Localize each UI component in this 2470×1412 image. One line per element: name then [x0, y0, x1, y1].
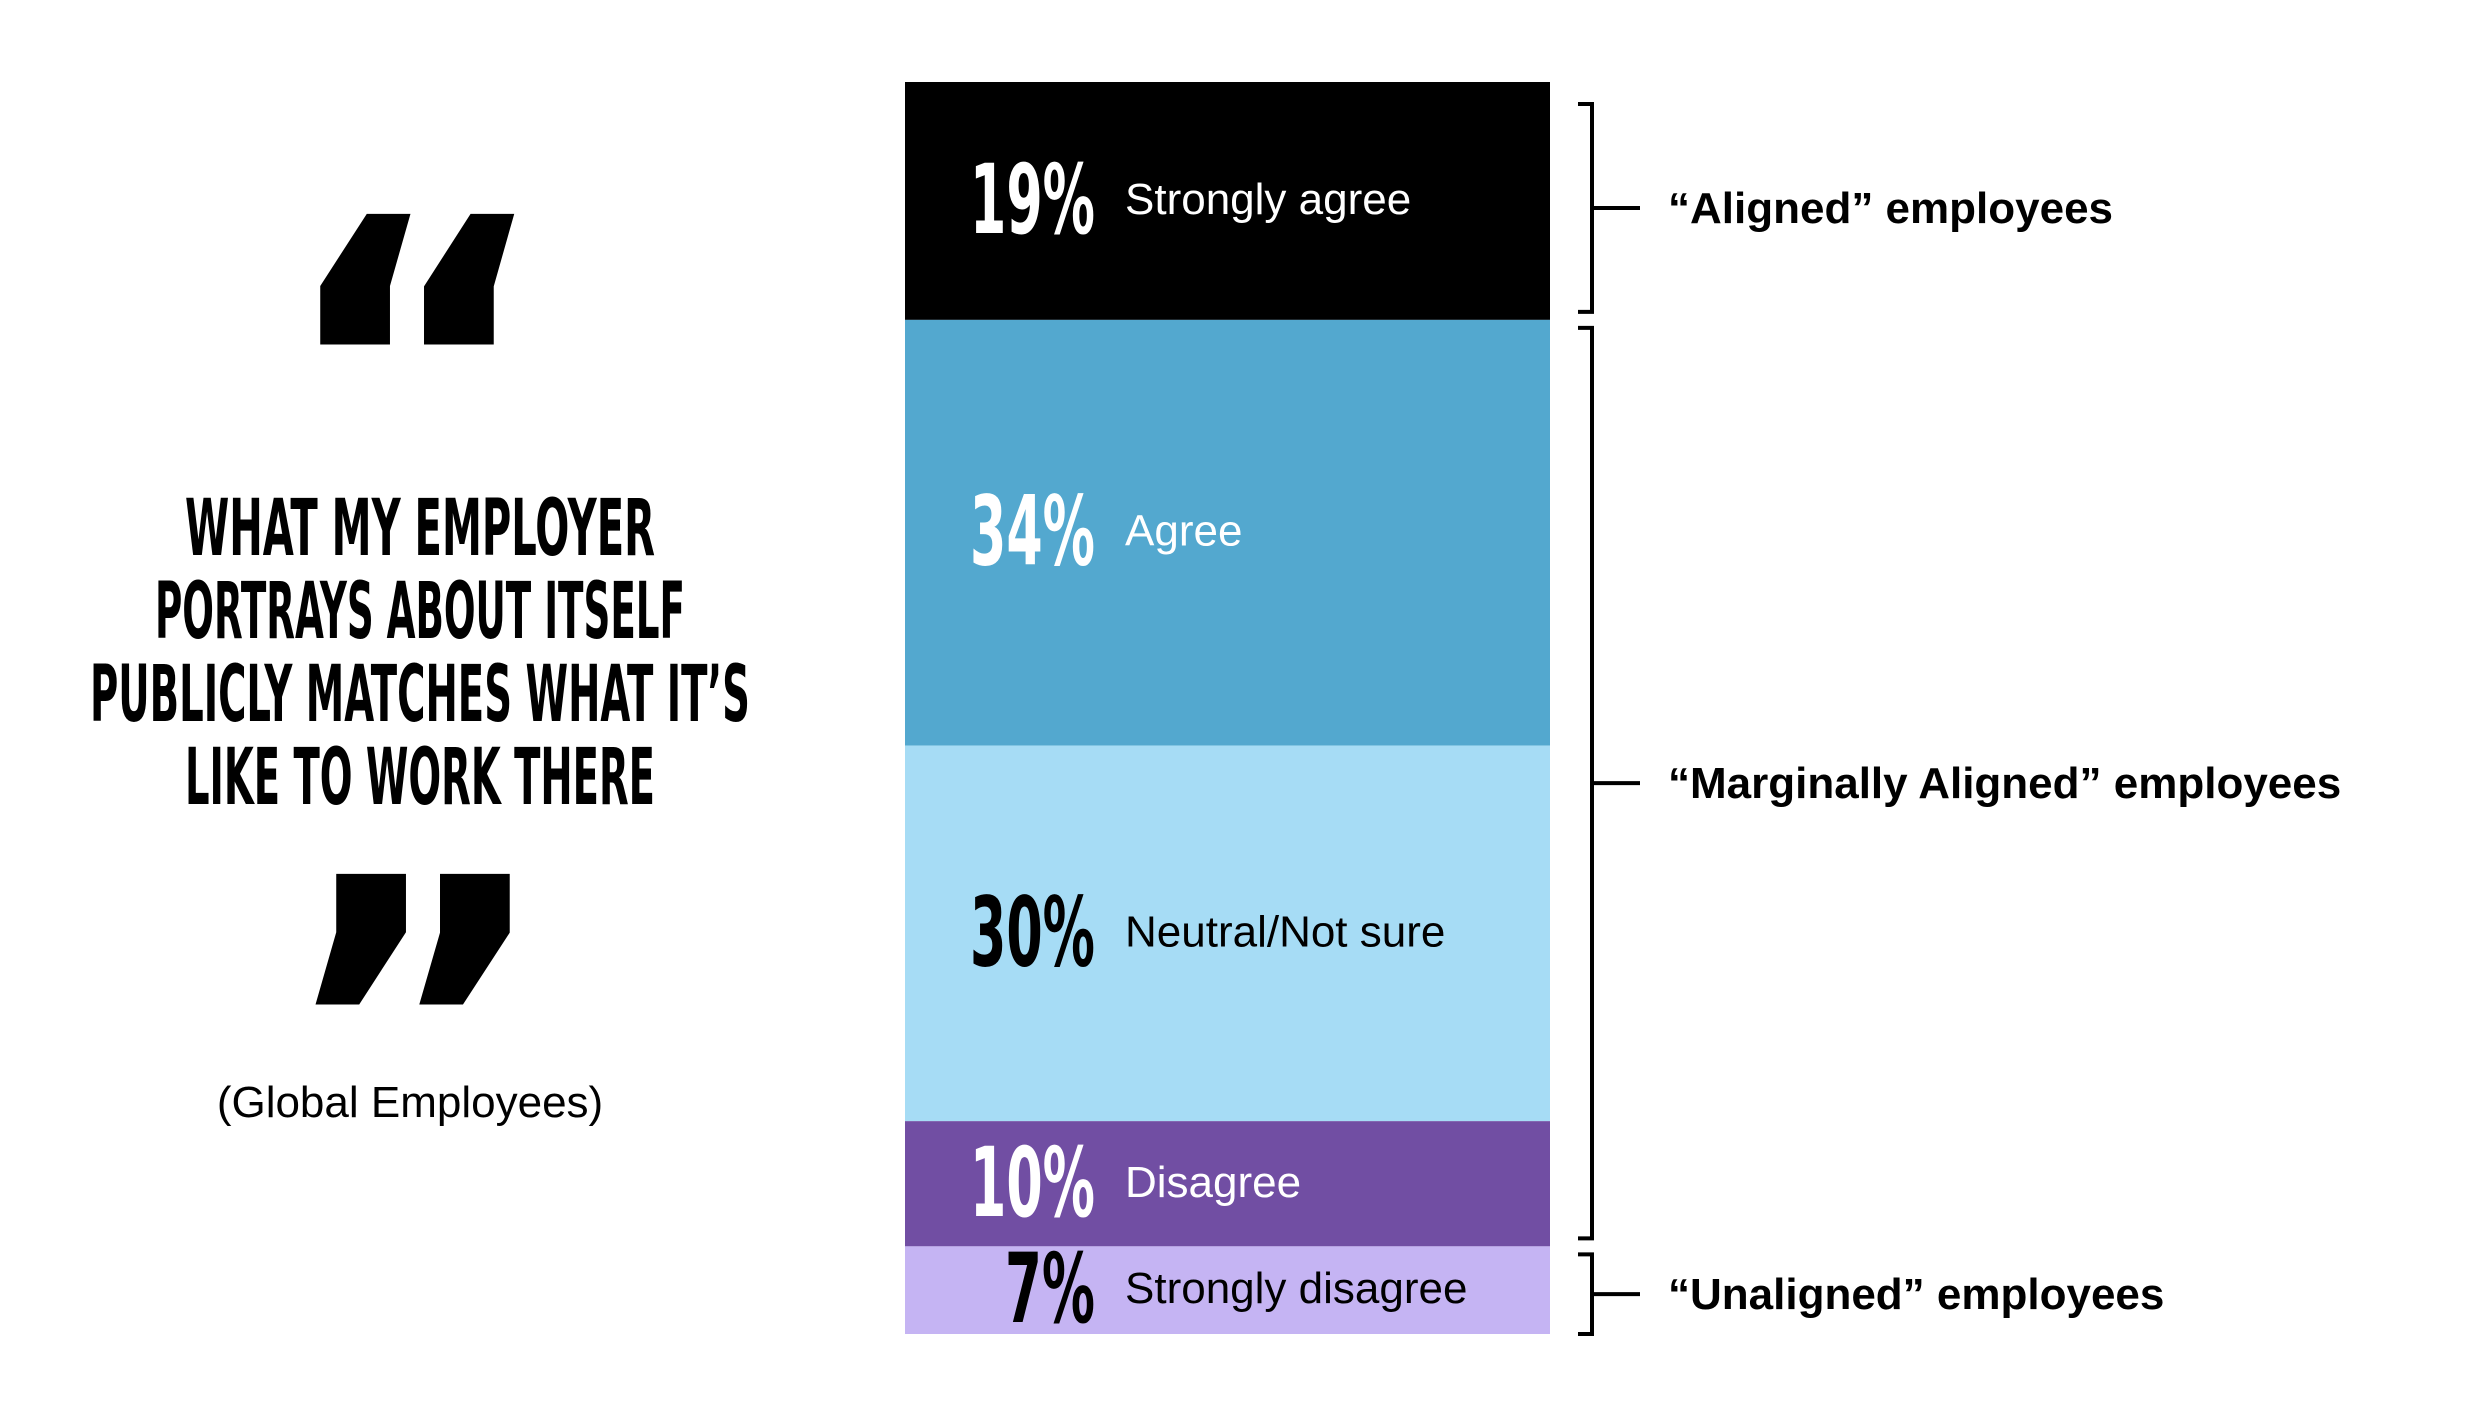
- group-brackets: “Aligned” employees “Marginally Aligned” …: [1578, 102, 2341, 1336]
- bar-segment-disagree: [905, 1121, 1550, 1247]
- quote-line-4: LIKE TO WORK THERE: [185, 733, 655, 823]
- bar-percent-label: 7%: [1005, 1233, 1095, 1345]
- quote-line-3: PUBLICLY MATCHES WHAT IT’S: [90, 650, 750, 740]
- bar-category-label: Strongly agree: [1125, 175, 1411, 224]
- bar-percent-label: 34%: [970, 476, 1095, 588]
- bar-segment-strongly-agree: [905, 82, 1550, 320]
- bar-segments: [905, 82, 1550, 1334]
- bar-category-label: Agree: [1125, 507, 1242, 556]
- bar-percent-label: 19%: [970, 144, 1095, 256]
- open-quote-mark: “: [277, 131, 553, 620]
- bar-category-label: Disagree: [1125, 1158, 1301, 1207]
- group-label: “Aligned” employees: [1668, 184, 2113, 233]
- bar-category-label: Neutral/Not sure: [1125, 907, 1445, 956]
- bar-segment-agree: [905, 319, 1550, 746]
- bar-percent-label: 30%: [970, 876, 1095, 988]
- bar-category-label: Strongly disagree: [1125, 1264, 1467, 1313]
- bar-percent-label: 10%: [970, 1127, 1095, 1239]
- quote-line-1: WHAT MY EMPLOYER: [185, 484, 655, 574]
- close-quote-mark: ”: [277, 791, 553, 1280]
- group-bracket: [1578, 1252, 1640, 1336]
- group-label: “Marginally Aligned” employees: [1668, 759, 2341, 808]
- quote-line-2: PORTRAYS ABOUT ITSELF: [155, 567, 685, 657]
- quote-subtitle: (Global Employees): [217, 1078, 603, 1127]
- group-bracket: [1578, 102, 1640, 314]
- bar-labels: 19% Strongly agree 34% Agree 30% Neutral/Not …: [970, 144, 1467, 1345]
- bar-segment-strongly-disagree: [905, 1246, 1550, 1334]
- bar-segment-neutral-not-sure: [905, 745, 1550, 1122]
- group-bracket: [1578, 325, 1640, 1241]
- group-label: “Unaligned” employees: [1668, 1270, 2164, 1319]
